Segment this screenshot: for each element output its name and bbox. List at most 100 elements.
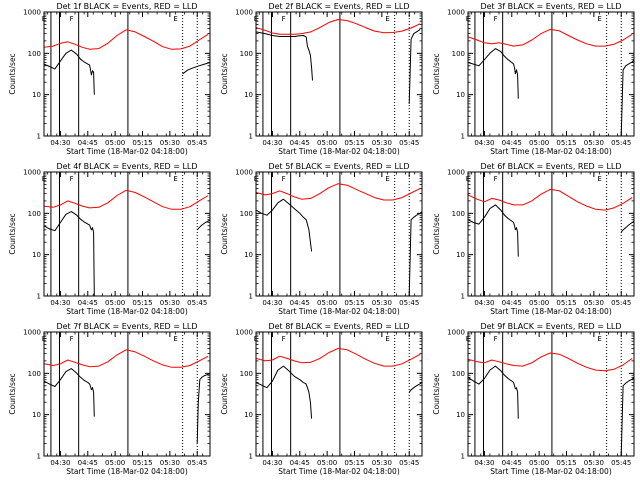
marker-label: F [70, 335, 74, 343]
x-tick-label: 04:45 [78, 139, 98, 147]
x-tick-label: 04:45 [290, 299, 310, 307]
x-tick-label: 05:45 [187, 139, 207, 147]
plot-frame [255, 331, 423, 457]
y-tick-label: 100 [28, 210, 41, 218]
marker-label: F [494, 175, 498, 183]
y-axis-label: Counts/sec [432, 53, 441, 94]
x-tick-label: 05:00 [105, 459, 125, 467]
series-line-lld [43, 189, 209, 210]
y-axis-label: Counts/sec [220, 373, 229, 414]
x-tick-label: 04:30 [50, 299, 70, 307]
marker-label: F [494, 15, 498, 23]
x-tick-label: 04:45 [290, 139, 310, 147]
chart-panel-2: Det 2f BLACK = Events, RED = LLD 1 10 100 10… [220, 2, 423, 156]
series-line-lld [43, 349, 209, 368]
x-tick-label: 04:45 [502, 459, 522, 467]
x-tick-label: 04:45 [290, 459, 310, 467]
y-tick-label: 1 [461, 453, 465, 461]
y-tick-label: 10 [244, 91, 253, 99]
plot-frame [255, 171, 423, 297]
x-axis-label: Start Time (18-Mar-02 04:18:00) [66, 307, 188, 316]
x-tick-label: 05:15 [556, 299, 576, 307]
y-tick-label: 10 [32, 411, 41, 419]
x-tick-label: 05:30 [584, 139, 604, 147]
y-tick-label: 100 [240, 210, 253, 218]
x-tick-label: 04:45 [502, 299, 522, 307]
plot-frame [43, 331, 211, 457]
y-tick-label: 10 [32, 251, 41, 259]
chart-title: Det 5f BLACK = Events, RED = LLD [268, 162, 409, 171]
series-line-events [43, 211, 211, 297]
marker-label: F [282, 15, 286, 23]
x-tick-label: 05:15 [556, 139, 576, 147]
marker-label: F [282, 175, 286, 183]
plot-frame [467, 11, 635, 137]
y-tick-label: 1000 [235, 9, 253, 17]
y-tick-label: 100 [28, 50, 41, 58]
x-tick-label: 05:30 [372, 459, 392, 467]
y-tick-label: 10 [32, 91, 41, 99]
x-tick-label: 05:45 [611, 459, 631, 467]
chart-panel-9: Det 9f BLACK = Events, RED = LLD 1 10 100 10… [432, 322, 635, 476]
series-line-lld [255, 183, 421, 201]
series-line-lld [467, 352, 633, 372]
x-axis-label: Start Time (18-Mar-02 04:18:00) [490, 147, 612, 156]
x-tick-label: 04:30 [262, 139, 282, 147]
chart-title: Det 7f BLACK = Events, RED = LLD [56, 322, 197, 331]
x-tick-label: 05:30 [160, 139, 180, 147]
x-tick-label: 05:15 [132, 459, 152, 467]
x-axis-label: Start Time (18-Mar-02 04:18:00) [278, 307, 400, 316]
plot-frame [255, 11, 423, 137]
x-tick-label: 05:15 [132, 299, 152, 307]
x-tick-label: 05:30 [372, 139, 392, 147]
x-tick-label: 05:00 [317, 139, 337, 147]
y-tick-label: 100 [240, 50, 253, 58]
plot-frame [467, 331, 635, 457]
series-line-events [467, 365, 635, 457]
y-tick-label: 1 [249, 453, 253, 461]
x-axis-label: Start Time (18-Mar-02 04:18:00) [278, 467, 400, 476]
x-tick-label: 05:15 [132, 139, 152, 147]
y-tick-label: 100 [452, 50, 465, 58]
series-line-lld [467, 188, 633, 211]
x-tick-label: 04:30 [50, 459, 70, 467]
x-tick-label: 05:00 [317, 459, 337, 467]
x-tick-label: 04:30 [262, 459, 282, 467]
y-axis-label: Counts/sec [432, 213, 441, 254]
plot-frame [43, 171, 211, 297]
marker-label: E [597, 335, 601, 343]
x-tick-label: 05:45 [611, 299, 631, 307]
chart-panel-5: Det 5f BLACK = Events, RED = LLD 1 10 100 10… [220, 162, 423, 316]
x-tick-label: 05:30 [584, 459, 604, 467]
y-tick-label: 10 [456, 91, 465, 99]
chart-title: Det 8f BLACK = Events, RED = LLD [268, 322, 409, 331]
x-axis-label: Start Time (18-Mar-02 04:18:00) [490, 467, 612, 476]
marker-label: E [385, 175, 389, 183]
chart-panel-8: Det 8f BLACK = Events, RED = LLD 1 10 100 10… [220, 322, 423, 476]
y-tick-label: 1 [249, 133, 253, 141]
x-tick-label: 05:45 [399, 459, 419, 467]
x-tick-label: 05:00 [529, 299, 549, 307]
x-tick-label: 04:45 [502, 139, 522, 147]
y-tick-label: 1 [37, 453, 41, 461]
chart-panel-1: Det 1f BLACK = Events, RED = LLD 1 10 100 10… [8, 2, 211, 156]
y-tick-label: 10 [456, 411, 465, 419]
series-line-lld [43, 29, 209, 50]
y-axis-label: Counts/sec [220, 213, 229, 254]
series-line-events [467, 204, 635, 257]
x-tick-label: 04:45 [78, 299, 98, 307]
x-tick-label: 05:00 [529, 459, 549, 467]
chart-title: Det 1f BLACK = Events, RED = LLD [56, 2, 197, 11]
y-axis-label: Counts/sec [8, 53, 17, 94]
marker-label: F [70, 15, 74, 23]
series-line-events [43, 368, 211, 444]
plot-frame [467, 171, 635, 297]
x-tick-label: 05:30 [372, 299, 392, 307]
x-tick-label: 05:00 [105, 139, 125, 147]
y-tick-label: 1000 [447, 9, 465, 17]
x-tick-label: 04:30 [474, 459, 494, 467]
y-axis-label: Counts/sec [220, 53, 229, 94]
y-tick-label: 1000 [447, 329, 465, 337]
series-line-lld [467, 28, 633, 47]
x-axis-label: Start Time (18-Mar-02 04:18:00) [490, 307, 612, 316]
